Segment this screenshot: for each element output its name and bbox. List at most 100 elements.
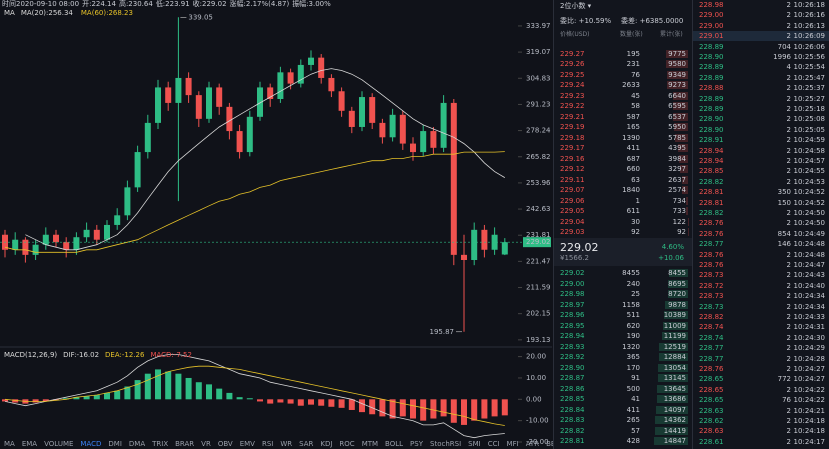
precision-select[interactable]: 2位小数 ▾ [560,2,592,10]
trade-price: 229.00 [699,11,724,20]
book-row[interactable]: 229.21 587 6537 [554,112,692,122]
candle-body [481,229,488,250]
book-row[interactable]: 229.22 58 6595 [554,101,692,111]
indicator-tab[interactable]: ATR [525,440,540,448]
macd-bar [104,392,110,400]
book-row[interactable]: 228.90 170 13054 [554,363,692,373]
change-pct: 4.60% [661,243,684,251]
book-row[interactable]: 228.82 57 14419 [554,426,692,436]
trade-row: 228.81 350 10:24:52 [693,187,829,197]
depth-bar [678,154,688,163]
book-row[interactable]: 229.03 92 92 [554,227,692,237]
macd-bar [12,399,19,403]
book-row[interactable]: 228.93 1320 12519 [554,342,692,352]
candle-body [42,234,49,245]
candle-body [379,122,386,138]
y-tick-label: 231.81 [526,231,551,239]
indicator-tab[interactable]: EMV [239,440,255,448]
trade-price: 228.73 [699,271,724,280]
book-row[interactable]: 228.83 265 14362 [554,415,692,425]
book-row[interactable]: 229.23 45 6640 [554,91,692,101]
book-row[interactable]: 229.16 687 3984 [554,154,692,164]
indicator-tab[interactable]: DMA [128,440,146,448]
price: 229.06 [560,196,585,205]
trade-qty: 350 [777,188,791,197]
indicator-tab[interactable]: VR [201,440,211,448]
price: 229.25 [560,70,585,79]
indicator-tab[interactable]: DMI [108,440,122,448]
indicator-tab[interactable]: ROC [339,440,355,448]
indicator-tab[interactable]: KDJ [320,440,333,448]
book-row[interactable]: 228.86 500 13645 [554,384,692,394]
price: 228.81 [560,437,585,445]
book-row[interactable]: 229.05 611 733 [554,206,692,216]
trade-price: 229.00 [699,21,724,30]
book-row[interactable]: 228.97 1158 9878 [554,300,692,310]
indicator-tab[interactable]: SMI [468,440,481,448]
book-row[interactable]: 228.96 511 10389 [554,310,692,320]
book-row[interactable]: 229.00 240 8695 [554,279,692,289]
macd-bar [216,388,223,400]
book-row[interactable]: 228.85 41 13686 [554,394,692,404]
candle-body [53,234,59,243]
book-row[interactable]: 229.27 195 9775 [554,49,692,59]
indicator-tab[interactable]: VOLUME [44,440,74,448]
trade-time: 10:26:06 [793,42,825,51]
macd-bar [83,396,90,400]
trade-qty: 2 [786,146,791,155]
indicator-tab[interactable]: PSY [410,440,423,448]
y-tick-label: 319.07 [526,48,551,56]
indicator-tab[interactable]: BOLL [385,440,404,448]
indicator-tab[interactable]: EMA [21,440,38,448]
book-row[interactable]: 228.95 620 11009 [554,321,692,331]
depth-bar [681,175,688,184]
trade-price: 228.65 [699,375,724,384]
indicator-tab[interactable]: WR [280,440,293,448]
book-row[interactable]: 229.17 411 4395 [554,143,692,153]
indicator-tab[interactable]: MFI [506,440,519,448]
book-row[interactable]: 229.19 165 5950 [554,122,692,132]
qty: 411 [626,144,640,153]
book-row[interactable]: 229.11 63 2637 [554,175,692,185]
book-row[interactable]: 229.04 30 122 [554,217,692,227]
price: 229.04 [560,217,585,226]
book-row[interactable]: 228.94 190 11199 [554,331,692,341]
indicator-tab[interactable]: MTM [361,440,379,448]
indicator-tab[interactable]: OBV [217,440,233,448]
trade-time: 10:24:27 [793,365,825,373]
indicator-tab[interactable]: StochRSI [430,440,462,448]
trade-time: 10:24:27 [793,375,825,384]
book-row[interactable]: 229.24 2633 9273 [554,80,692,90]
indicator-tab[interactable]: CCI [487,440,500,448]
trade-price: 228.91 [699,136,724,145]
indicator-tab[interactable]: RSI [261,440,274,448]
qty: 8455 [622,269,640,277]
y-tick-label: 278.24 [526,127,551,135]
cum: 734 [672,196,686,205]
book-row[interactable]: 228.98 25 8720 [554,289,692,299]
book-row[interactable]: 229.07 1840 2574 [554,185,692,195]
book-row[interactable]: 228.84 411 14097 [554,405,692,415]
cum: 14419 [663,426,686,435]
indicator-tab[interactable]: MACD [80,440,102,448]
trade-price: 228.76 [699,229,724,238]
macd-bar [175,373,182,400]
cum: 733 [672,207,686,216]
trade-price: 228.76 [699,261,724,269]
book-row[interactable]: 229.18 1390 5785 [554,133,692,143]
book-row[interactable]: 228.81 428 14847 [554,436,692,446]
book-row[interactable]: 228.87 91 13145 [554,373,692,383]
trade-list: 228.98 2 10:26:18 229.00 2 10:26:16 229.00 2 10:… [693,0,829,449]
indicator-tab[interactable]: MA [4,440,15,448]
book-row[interactable]: 229.25 76 9349 [554,70,692,80]
indicator-tab[interactable]: TRIX [152,440,169,448]
trade-price: 228.90 [699,115,724,124]
indicator-tab[interactable]: BRAR [175,440,195,448]
indicator-tab[interactable]: SAR [299,440,314,448]
book-row[interactable]: 229.02 8455 8455 [554,268,692,278]
book-row[interactable]: 229.06 1 734 [554,196,692,206]
candle-body [287,72,294,84]
book-row[interactable]: 228.92 365 12884 [554,352,692,362]
book-row[interactable]: 229.12 660 3297 [554,164,692,174]
book-row[interactable]: 229.26 231 9580 [554,59,692,69]
